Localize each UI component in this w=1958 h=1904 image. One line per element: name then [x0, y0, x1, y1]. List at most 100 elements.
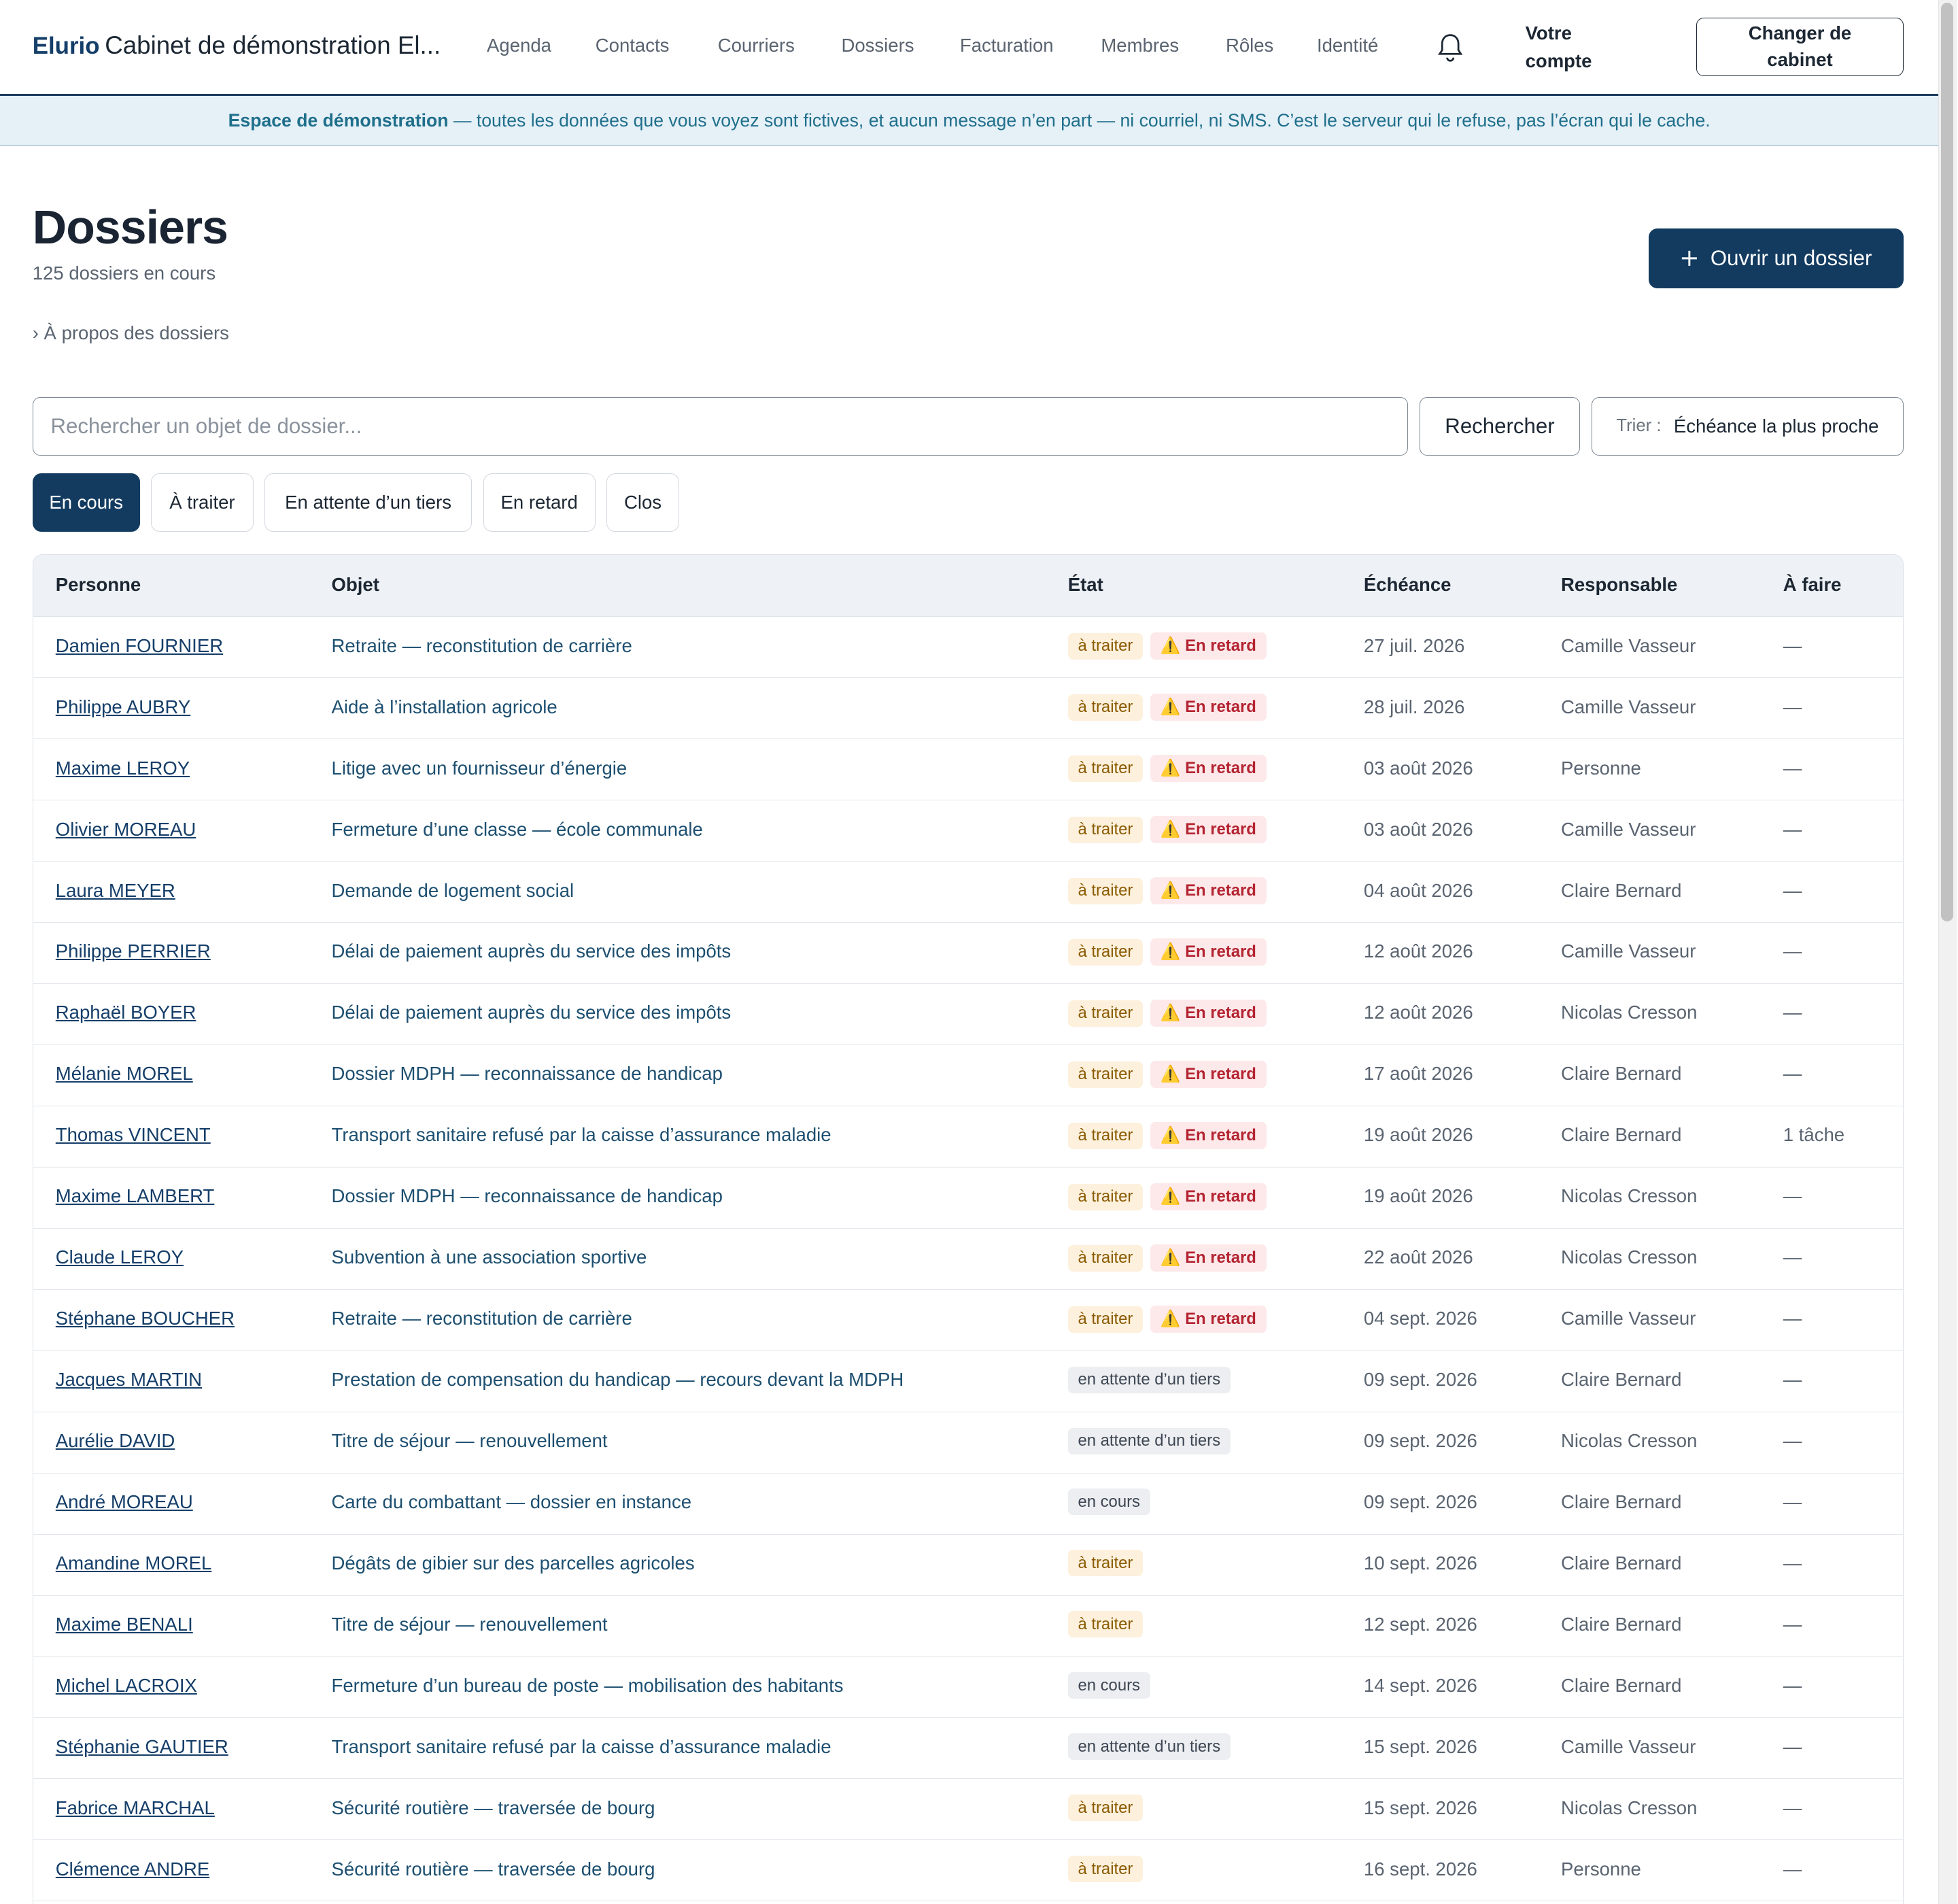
- sort-select[interactable]: Trier : Échéance la plus proche: [1591, 396, 1904, 456]
- person-link[interactable]: Olivier MOREAU: [55, 818, 196, 840]
- table-row[interactable]: Philippe PERRIER Délai de paiement auprès…: [33, 922, 1903, 984]
- nav-link[interactable]: Rôles: [1225, 35, 1274, 56]
- states: en cours: [1067, 1672, 1158, 1699]
- table-row[interactable]: Amandine MOREL Dégâts de gibier sur des p…: [33, 1534, 1903, 1596]
- person-link[interactable]: Mélanie MOREL: [55, 1063, 193, 1085]
- object: Retraite — reconstitution de carrière: [331, 634, 632, 656]
- todo: —: [1783, 818, 1802, 840]
- due-date: 14 sept. 2026: [1363, 1675, 1477, 1697]
- table-row[interactable]: Clémence ANDRE Sécurité routière — traver…: [33, 1839, 1903, 1902]
- status-badge: à traiter: [1067, 1000, 1144, 1027]
- person-link[interactable]: Fabrice MARCHAL: [55, 1797, 215, 1818]
- person-link[interactable]: Maxime LEROY: [55, 757, 190, 779]
- table-row[interactable]: Mélanie MOREL Dossier MDPH — reconnaissan…: [33, 1044, 1903, 1106]
- table-row[interactable]: Laura MEYER Demande de logement social à t…: [33, 861, 1903, 923]
- person-link[interactable]: Amandine MOREL: [55, 1552, 212, 1574]
- account-link[interactable]: Votre compte: [1525, 22, 1592, 71]
- person-link[interactable]: Stéphanie GAUTIER: [55, 1736, 228, 1758]
- object: Dégâts de gibier sur des parcelles agric…: [331, 1552, 695, 1574]
- table-row[interactable]: Maxime LAMBERT Dossier MDPH — reconnaissa…: [33, 1167, 1903, 1229]
- person-link[interactable]: Michel LACROIX: [55, 1675, 197, 1697]
- filter-tab[interactable]: À traiter: [151, 473, 254, 532]
- nav-link[interactable]: Membres: [1101, 35, 1180, 56]
- person-link[interactable]: Philippe PERRIER: [55, 940, 211, 962]
- search-input[interactable]: Rechercher un objet de dossier...: [32, 396, 1408, 456]
- person-link[interactable]: Maxime BENALI: [55, 1614, 193, 1635]
- table-row[interactable]: Philippe AUBRY Aide à l’installation agri…: [33, 677, 1903, 740]
- nav-link[interactable]: Identité: [1316, 35, 1379, 56]
- nav-link[interactable]: Facturation: [959, 35, 1054, 56]
- person-link[interactable]: Aurélie DAVID: [55, 1430, 175, 1452]
- object: Titre de séjour — renouvellement: [331, 1614, 608, 1635]
- switch-firm-button[interactable]: Changer de cabinet: [1696, 17, 1904, 76]
- table-row[interactable]: Raphaël BOYER Délai de paiement auprès du…: [33, 983, 1903, 1045]
- table-row[interactable]: Fabrice MARCHAL Sécurité routière — trave…: [33, 1778, 1903, 1841]
- todo: —: [1783, 1675, 1802, 1697]
- person-link[interactable]: Damien FOURNIER: [55, 634, 224, 656]
- table-row[interactable]: Maxime LEROY Litige avec un fournisseur d…: [33, 738, 1903, 801]
- person-link[interactable]: Maxime LAMBERT: [55, 1185, 215, 1207]
- person-link[interactable]: Thomas VINCENT: [55, 1124, 211, 1146]
- page-title: Dossiers: [32, 200, 228, 254]
- filter-tab[interactable]: En retard: [483, 473, 596, 532]
- due-date: 09 sept. 2026: [1363, 1491, 1477, 1513]
- person-link[interactable]: Raphaël BOYER: [55, 1002, 196, 1023]
- table-row[interactable]: Thomas VINCENT Transport sanitaire refusé…: [33, 1106, 1903, 1168]
- owner: Nicolas Cresson: [1560, 1002, 1698, 1023]
- bell-icon[interactable]: [1437, 33, 1464, 63]
- owner: Personne: [1560, 757, 1641, 779]
- table-row[interactable]: Michel LACROIX Fermeture d’un bureau de p…: [33, 1656, 1903, 1718]
- states: à traiter ⚠️ En retard: [1067, 999, 1274, 1027]
- todo: —: [1783, 1552, 1802, 1574]
- nav-link[interactable]: Contacts: [595, 35, 670, 56]
- status-badge: à traiter: [1067, 877, 1144, 904]
- nav-link[interactable]: Agenda: [487, 35, 551, 56]
- open-dossier-button[interactable]: Ouvrir un dossier: [1649, 228, 1904, 289]
- person-link[interactable]: Laura MEYER: [55, 879, 175, 901]
- due-date: 12 août 2026: [1363, 1002, 1473, 1023]
- status-badge: ⚠️ En retard: [1150, 1183, 1267, 1210]
- column-header: État: [1067, 573, 1103, 595]
- object: Prestation de compensation du handicap —…: [331, 1369, 904, 1391]
- object: Sécurité routière — traversée de bourg: [331, 1858, 655, 1880]
- status-badge: à traiter: [1067, 1183, 1144, 1210]
- owner: Camille Vasseur: [1560, 1736, 1696, 1758]
- about-toggle[interactable]: › À propos des dossiers: [32, 322, 229, 343]
- status-badge: à traiter: [1067, 694, 1144, 721]
- table-row[interactable]: Claude LEROY Subvention à une association…: [33, 1228, 1903, 1290]
- open-dossier-label: Ouvrir un dossier: [1710, 246, 1872, 271]
- person-link[interactable]: Claude LEROY: [55, 1246, 184, 1268]
- status-badge: à traiter: [1067, 1122, 1144, 1149]
- states: à traiter ⚠️ En retard: [1067, 815, 1274, 843]
- status-badge: ⚠️ En retard: [1150, 1305, 1267, 1333]
- person-link[interactable]: Philippe AUBRY: [55, 696, 191, 717]
- states: en cours: [1067, 1489, 1158, 1516]
- table-row[interactable]: Stéphanie GAUTIER Transport sanitaire ref…: [33, 1717, 1903, 1780]
- table-row[interactable]: Damien FOURNIER Retraite — reconstitution…: [33, 616, 1903, 679]
- filter-tab[interactable]: Clos: [606, 473, 679, 532]
- person-link[interactable]: André MOREAU: [55, 1491, 193, 1513]
- due-date: 12 août 2026: [1363, 940, 1473, 962]
- owner: Claire Bernard: [1560, 1124, 1682, 1146]
- due-date: 19 août 2026: [1363, 1124, 1473, 1146]
- owner: Nicolas Cresson: [1560, 1246, 1698, 1268]
- table-row[interactable]: Aurélie DAVID Titre de séjour — renouvell…: [33, 1412, 1903, 1474]
- person-link[interactable]: Clémence ANDRE: [55, 1858, 210, 1880]
- due-date: 03 août 2026: [1363, 757, 1473, 779]
- search-button[interactable]: Rechercher: [1419, 396, 1581, 456]
- table-row[interactable]: André MOREAU Carte du combattant — dossie…: [33, 1473, 1903, 1535]
- table-row[interactable]: Jacques MARTIN Prestation de compensation…: [33, 1350, 1903, 1412]
- filter-tab[interactable]: En cours: [32, 473, 140, 532]
- brand[interactable]: Elurio: [32, 32, 100, 59]
- table-row[interactable]: Stéphane BOUCHER Retraite — reconstitutio…: [33, 1289, 1903, 1351]
- status-badge: à traiter: [1067, 816, 1144, 843]
- nav-link[interactable]: Dossiers: [841, 35, 914, 56]
- states: à traiter: [1067, 1856, 1150, 1883]
- table-row[interactable]: Maxime BENALI Titre de séjour — renouvell…: [33, 1595, 1903, 1657]
- filter-tab[interactable]: En attente d’un tiers: [264, 473, 472, 532]
- table-row[interactable]: Olivier MOREAU Fermeture d’une classe — é…: [33, 800, 1903, 862]
- owner: Camille Vasseur: [1560, 940, 1696, 962]
- person-link[interactable]: Jacques MARTIN: [55, 1369, 203, 1391]
- person-link[interactable]: Stéphane BOUCHER: [55, 1308, 235, 1329]
- nav-link[interactable]: Courriers: [717, 35, 795, 56]
